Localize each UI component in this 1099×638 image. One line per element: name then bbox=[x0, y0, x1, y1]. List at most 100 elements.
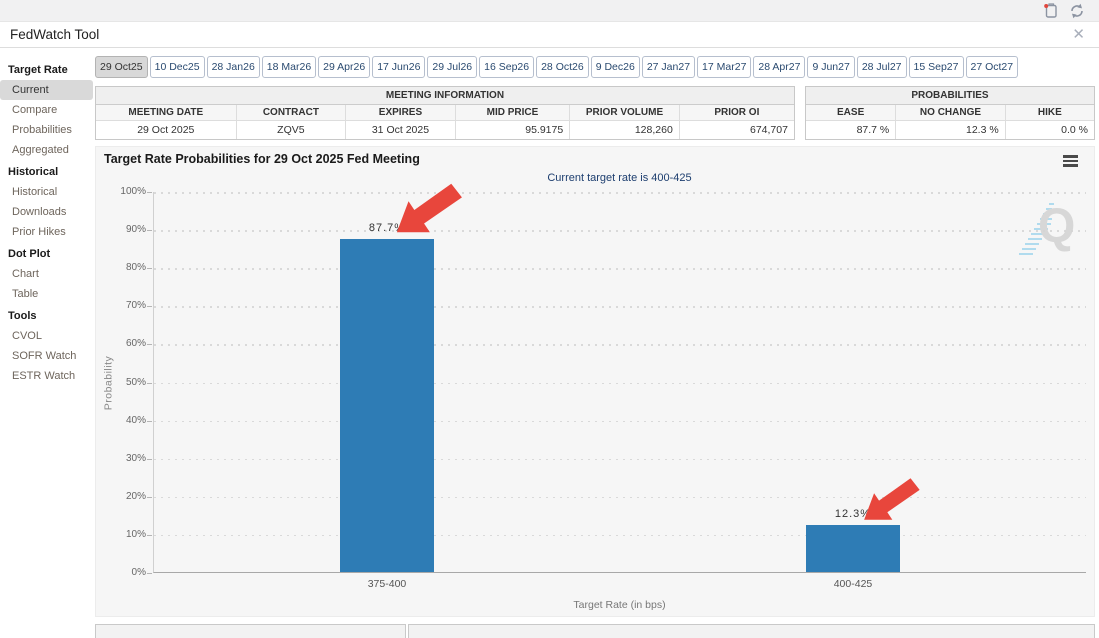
gridline bbox=[154, 344, 1086, 346]
export-icon[interactable] bbox=[1043, 2, 1059, 19]
gridline bbox=[154, 268, 1086, 270]
sidebar-item-table[interactable]: Table bbox=[12, 288, 39, 300]
sidebar-group-title-dot-plot: Dot Plot bbox=[8, 248, 51, 260]
sidebar-group-title-historical: Historical bbox=[8, 166, 59, 178]
y-tick-20: 20% bbox=[125, 490, 146, 502]
bar-value-label: 12.3% bbox=[834, 508, 872, 521]
y-tick-mark bbox=[147, 420, 152, 422]
sidebar-item-cvol[interactable]: CVOL bbox=[12, 330, 42, 342]
sidebar-item-downloads[interactable]: Downloads bbox=[12, 206, 67, 218]
y-tick-40: 40% bbox=[125, 414, 146, 426]
sidebar-group-title-target-rate: Target Rate bbox=[8, 64, 68, 76]
y-tick-mark bbox=[147, 344, 152, 346]
column-header-prior-volume: PRIOR VOLUME bbox=[569, 105, 679, 120]
titlebar: FedWatch Tool ✕ bbox=[0, 22, 1099, 48]
tab-18-mar26[interactable]: 18 Mar26 bbox=[261, 56, 317, 78]
tab-27-jan27[interactable]: 27 Jan27 bbox=[641, 56, 696, 78]
next-section-panel-right bbox=[408, 624, 1095, 638]
gridline bbox=[154, 192, 1086, 194]
date-tabs: 29 Oct25 10 Dec25 28 Jan26 18 Mar26 29 Apr26… bbox=[95, 56, 1095, 78]
tab-17-jun26[interactable]: 17 Jun26 bbox=[372, 56, 426, 78]
next-section-strip bbox=[95, 624, 1095, 638]
tab-17-mar27[interactable]: 17 Mar27 bbox=[697, 56, 752, 78]
sidebar-item-estr-watch[interactable]: ESTR Watch bbox=[12, 370, 76, 382]
chart-title: Target Rate Probabilities for 29 Oct 202… bbox=[104, 152, 420, 166]
sidebar-item-sofr-watch[interactable]: SOFR Watch bbox=[12, 350, 77, 362]
page-title: FedWatch Tool bbox=[10, 27, 100, 42]
bar-column-400-425: 12.3% 400-425 bbox=[806, 192, 920, 590]
y-tick-80: 80% bbox=[125, 262, 146, 274]
y-tick-mark bbox=[147, 306, 152, 308]
tab-28-jul27[interactable]: 28 Jul27 bbox=[856, 56, 907, 78]
tab-28-oct26[interactable]: 28 Oct26 bbox=[536, 56, 589, 78]
tab-27-oct27[interactable]: 27 Oct27 bbox=[965, 56, 1019, 78]
chart-panel: Target Rate Probabilities for 29 Oct 202… bbox=[95, 146, 1095, 617]
tab-9-dec26[interactable]: 9 Dec26 bbox=[590, 56, 640, 78]
y-tick-mark bbox=[147, 230, 152, 232]
bar-375-400 bbox=[340, 238, 434, 572]
tab-29-jul26[interactable]: 29 Jul26 bbox=[427, 56, 478, 78]
gridline bbox=[154, 420, 1086, 423]
value-prior-oi: 674,707 bbox=[678, 121, 794, 139]
gridline bbox=[154, 230, 1086, 232]
gridline bbox=[154, 382, 1086, 384]
column-header-meeting-date: MEETING DATE bbox=[128, 107, 204, 118]
bar-400-425 bbox=[806, 525, 900, 572]
close-icon[interactable]: ✕ bbox=[1072, 26, 1085, 43]
y-tick-mark bbox=[147, 573, 152, 574]
table-header-row: EASE NO CHANGE HIKE bbox=[806, 105, 1094, 121]
value-no-change: 12.3 % bbox=[895, 121, 1004, 139]
tab-28-jan26[interactable]: 28 Jan26 bbox=[206, 56, 260, 78]
y-tick-mark bbox=[147, 458, 152, 460]
tab-10-dec25[interactable]: 10 Dec25 bbox=[149, 56, 205, 78]
sidebar-item-probabilities[interactable]: Probabilities bbox=[12, 124, 72, 136]
y-tick-0: 0% bbox=[131, 567, 146, 578]
gridline bbox=[154, 306, 1086, 308]
table-header-row: MEETING DATE CONTRACT EXPIRES MID PRICE PRIO… bbox=[96, 105, 794, 121]
column-header-mid-price: MID PRICE bbox=[454, 105, 569, 120]
next-section-panel-left bbox=[95, 624, 406, 638]
sidebar-item-prior-hikes[interactable]: Prior Hikes bbox=[12, 226, 66, 238]
table-title: PROBABILITIES bbox=[806, 87, 1094, 105]
tab-15-sep27[interactable]: 15 Sep27 bbox=[908, 56, 964, 78]
y-tick-100: 100% bbox=[120, 186, 146, 197]
y-tick-70: 70% bbox=[125, 300, 146, 312]
tab-9-jun27[interactable]: 9 Jun27 bbox=[807, 56, 855, 78]
value-contract: ZQV5 bbox=[235, 121, 346, 139]
sidebar-item-historical[interactable]: Historical bbox=[12, 186, 58, 198]
probabilities-table: PROBABILITIES EASE NO CHANGE HIKE 87.7 % 12.3… bbox=[805, 86, 1095, 140]
x-category-label-375-400: 375-400 bbox=[367, 578, 407, 590]
value-expires: 31 Oct 2025 bbox=[345, 121, 455, 139]
column-header-ease: EASE bbox=[837, 107, 865, 118]
y-tick-50: 50% bbox=[125, 376, 146, 388]
sidebar-item-chart[interactable]: Chart bbox=[12, 268, 39, 280]
y-tick-mark bbox=[147, 382, 152, 384]
value-ease: 87.7 % bbox=[856, 124, 890, 136]
tab-29-oct25[interactable]: 29 Oct25 bbox=[95, 56, 148, 78]
tab-29-apr26[interactable]: 29 Apr26 bbox=[318, 56, 371, 78]
chart-menu-icon[interactable] bbox=[1063, 155, 1078, 169]
sidebar: Target Rate Current Compare Probabilities Ag… bbox=[0, 48, 93, 638]
table-title: MEETING INFORMATION bbox=[96, 87, 794, 105]
svg-text:Q: Q bbox=[1038, 200, 1075, 253]
y-tick-mark bbox=[147, 192, 152, 193]
value-meeting-date: 29 Oct 2025 bbox=[137, 124, 195, 136]
sidebar-group-title-tools: Tools bbox=[8, 310, 37, 322]
bar-chart-plot-area: 87.7% 375-400 12.3% 400-425 bbox=[153, 183, 1086, 590]
quikstrike-watermark-icon: Q bbox=[1018, 190, 1080, 265]
column-header-prior-oi: PRIOR OI bbox=[678, 105, 794, 120]
column-header-expires: EXPIRES bbox=[345, 105, 455, 120]
sidebar-item-current[interactable]: Current bbox=[0, 80, 93, 100]
top-toolbar bbox=[0, 0, 1099, 22]
tab-16-sep26[interactable]: 16 Sep26 bbox=[479, 56, 535, 78]
annotation-arrow-icon bbox=[380, 174, 472, 247]
sidebar-item-compare[interactable]: Compare bbox=[12, 104, 58, 116]
refresh-icon[interactable] bbox=[1069, 3, 1085, 19]
tab-28-apr27[interactable]: 28 Apr27 bbox=[753, 56, 806, 78]
y-tick-30: 30% bbox=[125, 452, 146, 464]
chart-subtitle: Current target rate is 400-425 bbox=[547, 172, 692, 184]
x-category-label-400-425: 400-425 bbox=[833, 578, 873, 590]
column-header-hike: HIKE bbox=[1004, 105, 1094, 120]
y-tick-mark bbox=[147, 496, 152, 498]
sidebar-item-aggregated[interactable]: Aggregated bbox=[12, 144, 69, 156]
